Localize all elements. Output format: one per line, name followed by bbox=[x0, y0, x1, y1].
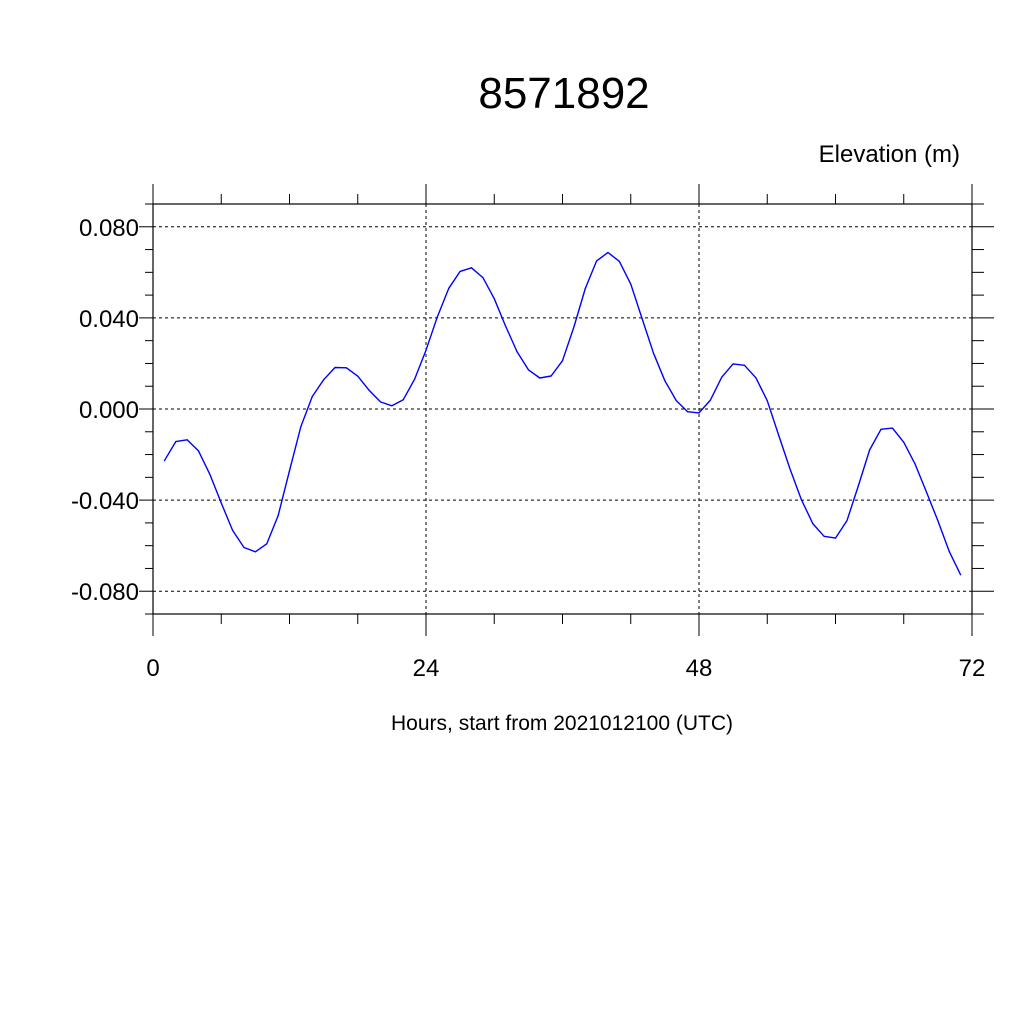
data-point bbox=[596, 260, 598, 262]
data-point bbox=[482, 276, 484, 279]
y-tick-label: 0.080 bbox=[79, 215, 139, 242]
data-point bbox=[175, 440, 177, 443]
data-point bbox=[163, 460, 165, 462]
data-point bbox=[960, 574, 962, 576]
y-tick-label: 0.040 bbox=[79, 306, 139, 333]
data-point bbox=[641, 317, 643, 320]
data-point bbox=[527, 369, 529, 371]
data-point bbox=[789, 468, 791, 470]
data-point bbox=[311, 395, 313, 398]
data-point bbox=[778, 434, 780, 436]
data-point bbox=[220, 502, 222, 504]
data-point bbox=[891, 427, 893, 429]
data-point bbox=[823, 535, 825, 537]
data-point bbox=[232, 529, 234, 532]
data-point bbox=[539, 377, 541, 379]
data-point bbox=[266, 543, 268, 545]
data-point bbox=[573, 326, 575, 328]
data-point bbox=[618, 260, 620, 262]
data-point bbox=[186, 439, 188, 441]
data-point bbox=[903, 441, 905, 443]
grid-lines bbox=[153, 204, 972, 614]
data-point bbox=[914, 463, 916, 465]
data-point bbox=[516, 351, 518, 353]
data-point bbox=[493, 298, 495, 300]
data-point bbox=[687, 411, 689, 413]
data-point bbox=[812, 522, 814, 525]
data-point bbox=[505, 325, 507, 327]
data-point bbox=[414, 378, 416, 380]
x-tick-label: 24 bbox=[413, 655, 440, 682]
data-point bbox=[470, 267, 473, 269]
y-tick-label: -0.040 bbox=[71, 488, 139, 515]
data-point bbox=[869, 449, 871, 451]
data-point bbox=[925, 491, 928, 493]
series-group bbox=[163, 251, 962, 576]
data-point bbox=[766, 400, 768, 402]
data-point bbox=[584, 287, 586, 290]
axis-ticks bbox=[139, 184, 994, 636]
data-point bbox=[937, 520, 939, 522]
y-axis-label: Elevation (m) bbox=[819, 141, 960, 168]
data-point bbox=[834, 537, 837, 539]
data-point bbox=[743, 364, 746, 366]
data-point bbox=[288, 470, 291, 472]
elevation-series-line bbox=[163, 251, 962, 576]
data-point bbox=[664, 380, 666, 382]
data-point bbox=[197, 450, 200, 452]
data-point bbox=[425, 349, 427, 351]
data-point bbox=[607, 251, 609, 254]
data-point bbox=[368, 389, 370, 391]
data-point bbox=[755, 377, 757, 379]
data-point bbox=[402, 399, 404, 401]
x-tick-label: 48 bbox=[686, 655, 713, 682]
data-point bbox=[391, 405, 393, 407]
x-axis-label: Hours, start from 2021012100 (UTC) bbox=[391, 712, 733, 735]
y-tick-label: 0.000 bbox=[79, 397, 139, 424]
data-point bbox=[732, 363, 734, 365]
chart-title: 8571892 bbox=[478, 69, 649, 118]
data-point bbox=[652, 352, 655, 354]
data-point bbox=[721, 376, 723, 378]
data-point bbox=[334, 366, 336, 369]
y-tick-labels: 0.080 0.040 0.000 -0.040 -0.080 bbox=[71, 215, 139, 606]
data-point bbox=[254, 551, 256, 553]
data-point bbox=[880, 428, 882, 430]
data-point bbox=[675, 399, 677, 402]
data-point bbox=[550, 375, 552, 377]
data-point bbox=[243, 546, 245, 549]
data-point bbox=[459, 270, 461, 273]
data-point bbox=[300, 425, 302, 428]
data-point bbox=[709, 399, 711, 401]
data-point bbox=[357, 375, 359, 377]
data-point bbox=[948, 550, 950, 553]
x-tick-label: 72 bbox=[959, 655, 986, 682]
data-point bbox=[323, 379, 325, 381]
data-point bbox=[698, 412, 700, 414]
data-point bbox=[630, 283, 632, 285]
data-point bbox=[846, 520, 848, 522]
data-point bbox=[561, 360, 564, 362]
data-point bbox=[448, 287, 450, 289]
data-point bbox=[800, 499, 802, 501]
data-point bbox=[345, 367, 347, 369]
data-point bbox=[436, 316, 438, 318]
x-tick-labels: 0 24 48 72 bbox=[146, 655, 985, 682]
data-point bbox=[857, 485, 859, 487]
data-point bbox=[379, 401, 382, 403]
y-tick-label: -0.080 bbox=[71, 579, 139, 606]
data-point bbox=[277, 515, 279, 517]
x-tick-label: 0 bbox=[146, 655, 159, 682]
data-point bbox=[209, 473, 211, 475]
